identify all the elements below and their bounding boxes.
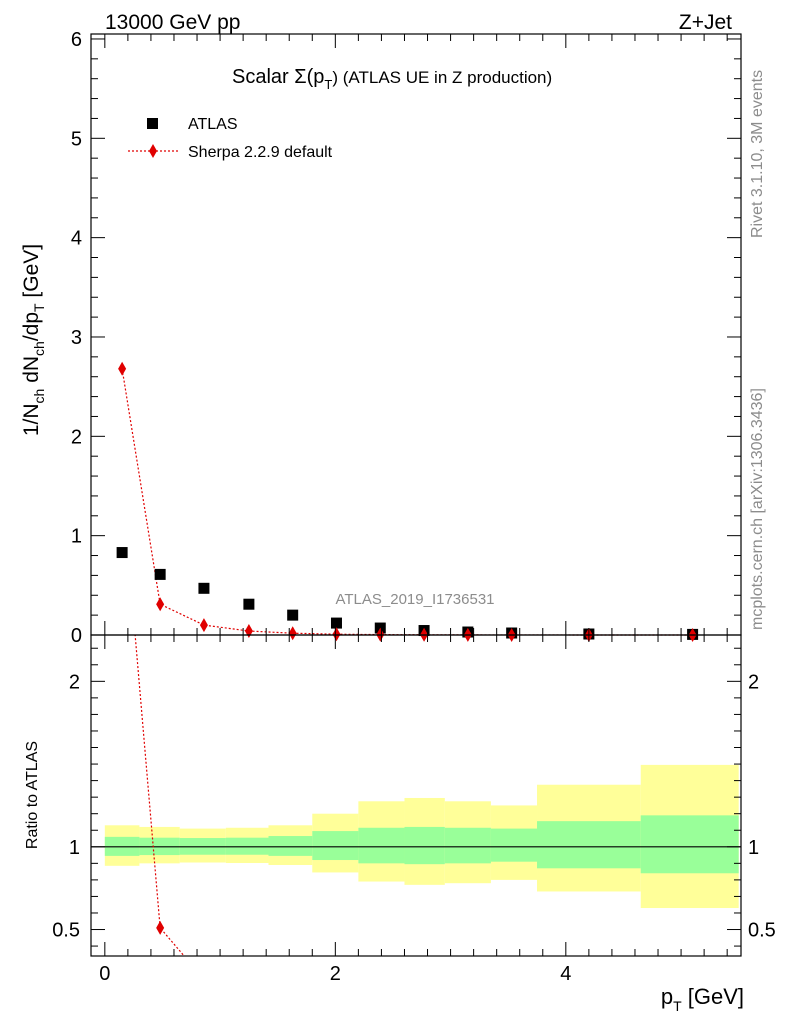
atlas-point-2 [198, 582, 210, 594]
ylabel-sub-b: ch [31, 341, 47, 356]
stat-band-9 [490, 828, 538, 862]
ylabel-part-d: [GeV] [20, 244, 43, 304]
legend-atlas-marker [147, 118, 158, 129]
header-process: Z+Jet [679, 11, 732, 34]
atlas-point-4 [287, 609, 299, 621]
stat-band-4 [268, 836, 313, 856]
ylabel-sub-c: T [31, 303, 47, 312]
xlabel-tail: [GeV] [682, 984, 744, 1009]
ylabel-part-c: /dp [20, 312, 43, 341]
ratio-y-label: Ratio to ATLAS [24, 741, 41, 849]
legend: ATLAS Sherpa 2.2.9 default [128, 116, 333, 161]
x-tick-label-2: 4 [560, 963, 571, 985]
x-tick-label-0: 0 [99, 963, 110, 985]
mcplots-label: mcplots.cern.ch [arXiv:1306.3436] [749, 388, 766, 630]
ylabel-sub-a: ch [31, 389, 47, 404]
sherpa-ratio-point-1 [156, 920, 165, 935]
atlas-point-5 [330, 617, 342, 629]
stat-band-7 [404, 826, 445, 865]
atlas-point-3 [243, 598, 255, 610]
stat-band-8 [444, 827, 491, 864]
main-y-tick-label-1: 1 [71, 526, 82, 548]
main-y-tick-label-5: 5 [71, 128, 82, 150]
sherpa-point-2 [199, 618, 208, 633]
main-y-tick-label-4: 4 [71, 228, 82, 250]
ratio-y-tick-label-right-0: 0.5 [748, 920, 776, 942]
sherpa-point-4 [288, 626, 297, 641]
ratio-y-tick-label-right-1: 1 [748, 837, 759, 859]
main-y-tick-label-3: 3 [71, 327, 82, 349]
atlas-point-0 [116, 547, 128, 559]
title-sub: T [324, 77, 332, 92]
sherpa-point-3 [244, 624, 253, 639]
stat-band-10 [537, 821, 641, 869]
legend-atlas-label: ATLAS [188, 116, 238, 133]
xlabel-main: p [661, 984, 673, 1009]
sherpa-ratio-line [134, 635, 185, 956]
ratio-bands [91, 764, 741, 909]
title-main: Scalar Σ(p [232, 66, 324, 88]
ratio-y-tick-label-left-0: 0.5 [52, 920, 80, 942]
ylabel-part-b: dN [20, 356, 43, 389]
ratio-y-tick-label-right-2: 2 [748, 671, 759, 693]
sherpa-point-5 [332, 627, 341, 642]
main-y-tick-label-0: 0 [71, 625, 82, 647]
main-y-tick-label-6: 6 [71, 29, 82, 51]
y-axis-label: 1/Nch dNch/dpT [GeV] [20, 244, 47, 436]
sherpa-point-1 [156, 597, 165, 612]
ratio-y-tick-label-left-1: 1 [69, 837, 80, 859]
title-tail: ) (ATLAS UE in Z production) [332, 68, 552, 87]
legend-sherpa-marker [149, 144, 157, 158]
main-y-tick-label-2: 2 [71, 426, 82, 448]
atlas-point-1 [154, 568, 166, 580]
x-tick-label-1: 2 [330, 963, 341, 985]
axes: 0 2 4 0 1 2 3 4 5 6 0.5 0.5 1 1 2 2 [52, 29, 776, 985]
ratio-frame [90, 634, 742, 957]
legend-sherpa-label: Sherpa 2.2.9 default [188, 144, 333, 161]
chart-title: Scalar Σ(pT) (ATLAS UE in Z production) [232, 66, 552, 92]
rivet-label: Rivet 3.1.10, 3M events [749, 70, 766, 238]
stat-band-5 [312, 831, 359, 861]
stat-band-6 [358, 827, 405, 864]
header-energy: 13000 GeV pp [105, 11, 240, 34]
analysis-id: ATLAS_2019_I1736531 [335, 591, 494, 608]
stat-band-11 [640, 815, 739, 874]
ratio-points [134, 635, 185, 956]
x-axis-label: pT [GeV] [661, 984, 744, 1014]
xlabel-sub: T [673, 998, 682, 1014]
ratio-y-tick-label-left-2: 2 [69, 671, 80, 693]
sherpa-point-0 [118, 361, 127, 376]
ylabel-part-a: 1/N [20, 403, 43, 436]
